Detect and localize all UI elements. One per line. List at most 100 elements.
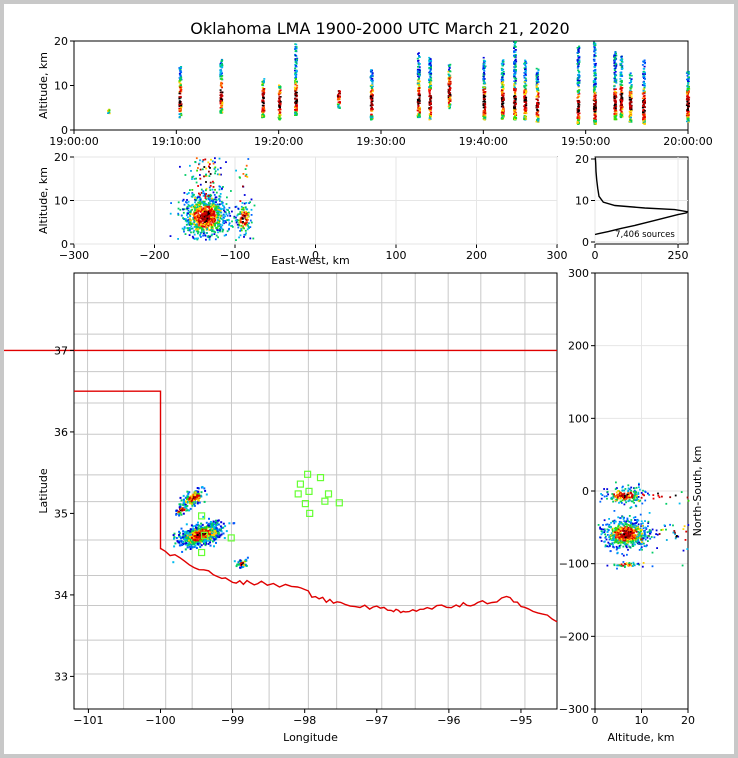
ns-x-axis-label: Altitude, km: [607, 731, 674, 744]
time-source-point: [524, 82, 527, 85]
time-source-point: [536, 72, 539, 75]
ew-source-point: [189, 219, 191, 222]
ew-panel-points: [169, 157, 256, 241]
ns-source-point: [648, 512, 651, 514]
map-source-point: [179, 508, 182, 510]
time-source-point: [429, 71, 432, 74]
ew-source-point: [207, 224, 210, 227]
map-source-point: [239, 559, 242, 562]
ew-source-point: [241, 217, 244, 220]
ew-source-point: [237, 213, 239, 216]
time-source-point: [428, 64, 431, 67]
time-source-point: [613, 90, 616, 93]
time-source-point: [482, 67, 485, 70]
map-source-point: [204, 544, 207, 547]
time-source-point: [294, 111, 297, 113]
time-source-point: [294, 88, 297, 91]
map-y-tick-label: 33: [54, 670, 68, 683]
time-source-point: [501, 104, 504, 106]
time-source-point: [642, 111, 645, 114]
time-source-point: [514, 82, 517, 85]
time-source-point: [449, 63, 452, 66]
time-source-point: [178, 81, 181, 84]
ew-source-point: [193, 220, 196, 222]
ew-source-point: [238, 223, 240, 226]
time-source-point: [261, 99, 264, 102]
ew-source-point: [203, 203, 206, 206]
ew-source-point: [208, 216, 210, 219]
ew-source-point: [242, 185, 244, 188]
time-source-point: [643, 76, 646, 78]
time-source-point: [594, 108, 597, 110]
map-source-point: [220, 521, 223, 524]
map-source-point: [178, 503, 181, 506]
time-source-point: [482, 65, 485, 68]
time-source-point: [642, 76, 645, 78]
ew-source-point: [203, 218, 206, 221]
time-source-point: [221, 75, 224, 77]
ew-source-point: [215, 215, 217, 217]
ew-source-point: [205, 219, 208, 221]
time-source-point: [594, 74, 597, 77]
time-source-point: [593, 55, 596, 57]
ew-source-point: [226, 219, 229, 221]
ew-source-point: [239, 230, 241, 232]
time-source-point: [643, 84, 646, 87]
time-source-point: [535, 87, 538, 89]
ew-source-point: [194, 216, 197, 219]
lma-station-marker: [296, 480, 304, 488]
ew-source-point: [197, 231, 200, 233]
ew-source-point: [190, 204, 193, 207]
map-source-point: [195, 527, 198, 530]
map-source-point: [192, 540, 195, 543]
map-source-point: [240, 560, 242, 563]
map-source-point: [215, 532, 218, 535]
ew-source-point: [198, 202, 201, 205]
ew-source-point: [184, 233, 187, 235]
map-source-point: [217, 528, 220, 531]
time-source-point: [630, 101, 633, 104]
time-source-point: [615, 118, 618, 120]
map-source-point: [189, 548, 192, 550]
ew-source-point: [208, 202, 211, 205]
ns-source-point: [625, 539, 628, 541]
ew-source-point: [244, 224, 247, 227]
time-source-point: [515, 117, 518, 120]
time-source-point: [449, 89, 452, 91]
ew-source-point: [189, 211, 191, 214]
map-source-point: [209, 541, 211, 544]
ew-source-point: [197, 201, 200, 204]
map-source-point: [185, 505, 188, 508]
time-source-point: [262, 100, 265, 102]
time-source-point: [524, 65, 527, 68]
ew-source-point: [202, 200, 205, 203]
ns-y-tick-label: 100: [568, 412, 589, 425]
time-source-point: [482, 75, 485, 78]
time-source-point: [500, 72, 503, 75]
time-source-point: [179, 70, 182, 72]
ew-source-point: [211, 188, 214, 191]
time-source-point: [262, 97, 265, 99]
map-source-point: [200, 525, 203, 528]
ew-source-point: [243, 233, 246, 236]
ew-source-point: [250, 208, 253, 211]
ew-source-point: [242, 225, 244, 228]
ns-source-point: [612, 544, 614, 546]
ew-source-point: [195, 218, 197, 220]
map-source-point: [214, 525, 217, 528]
ns-source-point: [625, 523, 628, 526]
ew-source-point: [248, 222, 250, 225]
map-source-point: [200, 491, 203, 494]
time-source-point: [594, 116, 597, 119]
time-source-point: [417, 102, 420, 105]
time-source-point: [430, 96, 433, 98]
time-source-point: [613, 104, 616, 107]
time-source-point: [523, 72, 526, 74]
ew-source-point: [228, 212, 231, 215]
ns-source-point: [611, 542, 614, 545]
ew-source-point: [246, 213, 249, 216]
time-source-point: [418, 95, 421, 97]
time-source-point: [513, 75, 516, 78]
time-source-point: [502, 106, 505, 108]
ew-source-point: [208, 228, 210, 231]
